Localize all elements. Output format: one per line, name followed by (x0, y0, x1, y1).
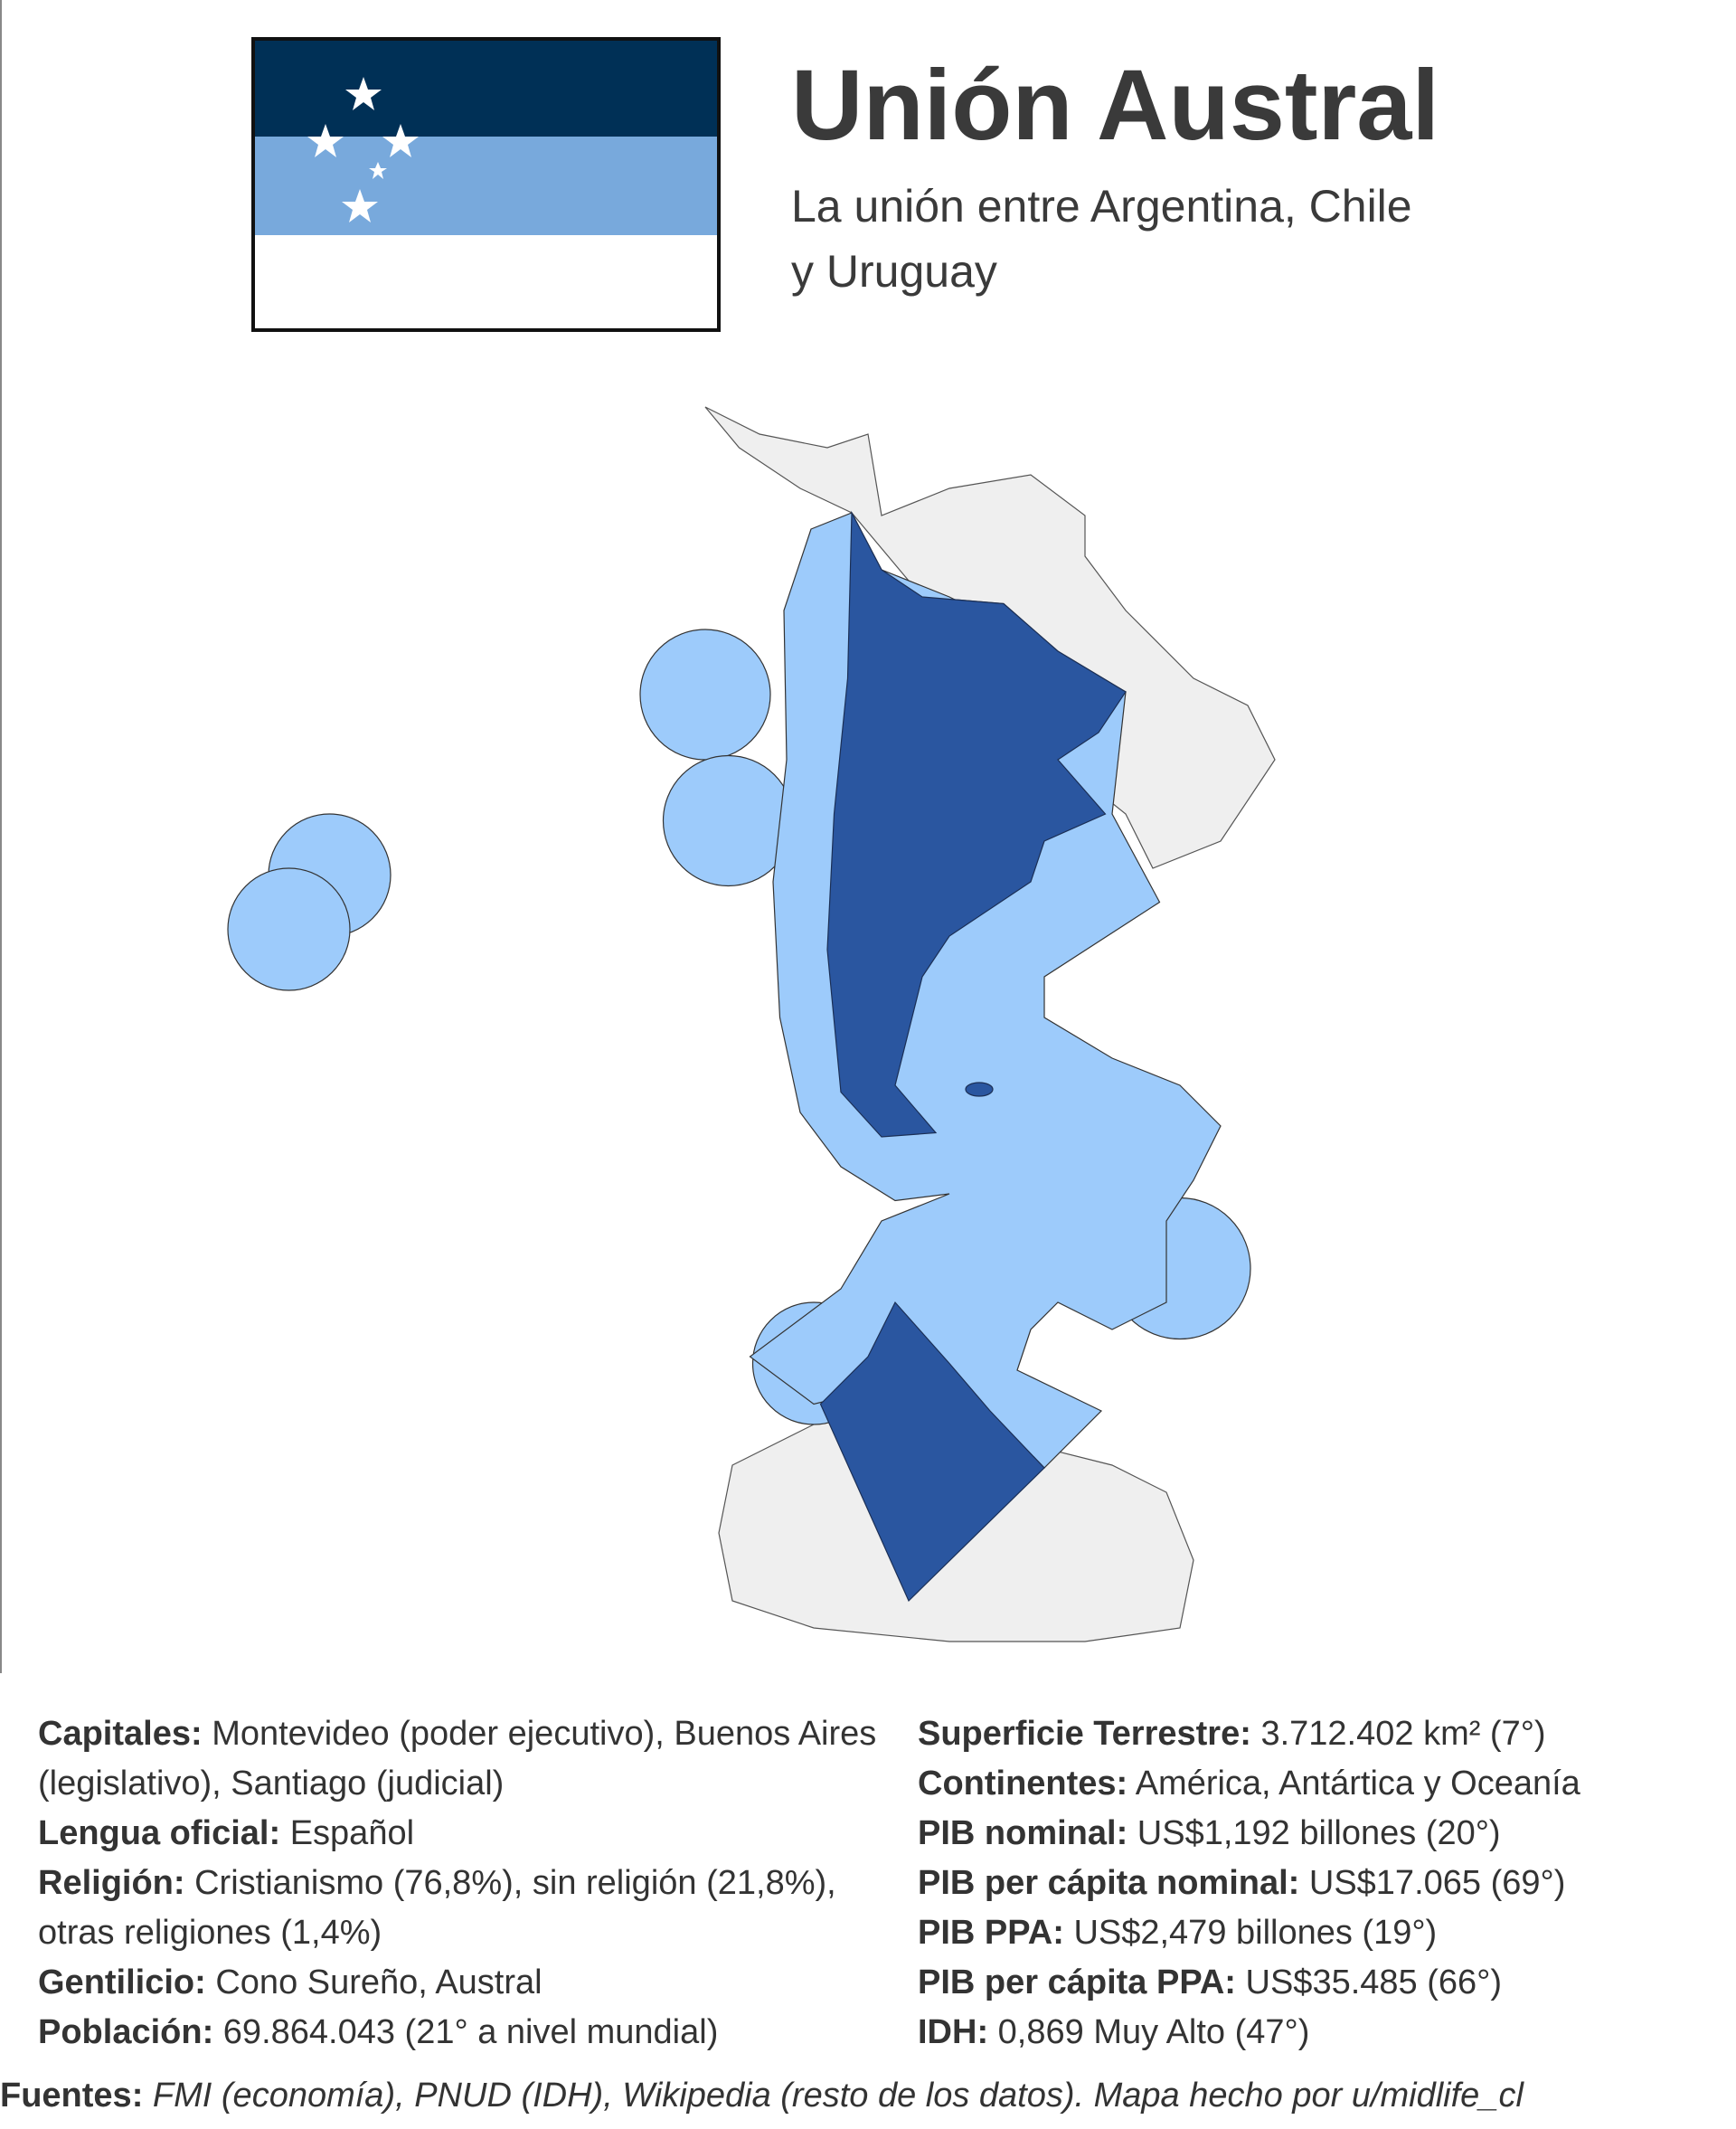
fact-value: US$35.485 (66°) (1245, 1963, 1502, 2001)
fact: Capitales: Montevideo (poder ejecutivo),… (38, 1709, 897, 1809)
fact-value: Montevideo (poder ejecutivo), Buenos Air… (38, 1715, 877, 1803)
fact-value: 3.712.402 km² (7°) (1260, 1715, 1546, 1753)
fact-value: US$17.065 (69°) (1308, 1864, 1566, 1902)
map (227, 406, 1276, 1642)
subtitle: y Uruguay (791, 246, 997, 297)
sources: Fuentes: FMI (economía), PNUD (IDH), Wik… (0, 2071, 1524, 2121)
fact: Continentes: América, Antártica y Oceaní… (918, 1759, 1731, 1809)
fact: PIB PPA: US$2,479 billones (19°) (918, 1908, 1731, 1958)
facts-left: Capitales: Montevideo (poder ejecutivo),… (38, 1709, 897, 2058)
fact-value: Español (289, 1814, 415, 1852)
fact-value: 0,869 Muy Alto (47°) (997, 2013, 1310, 2051)
fact: Gentilicio: Cono Sureño, Austral (38, 1958, 897, 2008)
fact-label: Religión: (38, 1864, 185, 1902)
fact-value: US$2,479 billones (19°) (1073, 1914, 1438, 1952)
graphics (0, 0, 1276, 1673)
fact-label: PIB per cápita PPA: (918, 1963, 1236, 2001)
fact: Religión: Cristianismo (76,8%), sin reli… (38, 1859, 897, 1958)
fact-label: Superficie Terrestre: (918, 1715, 1251, 1753)
flag (251, 37, 721, 332)
fact-label: IDH: (918, 2013, 989, 2051)
fact: Población: 69.864.043 (21° a nivel mundi… (38, 2008, 897, 2058)
fact-value: Cono Sureño, Austral (215, 1963, 542, 2001)
fact-value: América, Antártica y Oceanía (1135, 1765, 1580, 1803)
fact-label: PIB nominal: (918, 1814, 1128, 1852)
title: Unión Austral (791, 50, 1440, 161)
fact-label: PIB per cápita nominal: (918, 1864, 1300, 1902)
fact-value: US$1,192 billones (20°) (1137, 1814, 1501, 1852)
fact: PIB per cápita nominal: US$17.065 (69°) (918, 1859, 1731, 1908)
fact: Lengua oficial: Español (38, 1809, 897, 1859)
subtitle: La unión entre Argentina, Chile (791, 181, 1412, 232)
fact-label: PIB PPA: (918, 1914, 1064, 1952)
fact: PIB per cápita PPA: US$35.485 (66°) (918, 1958, 1731, 2008)
fact: PIB nominal: US$1,192 billones (20°) (918, 1809, 1731, 1859)
facts-right: Superficie Terrestre: 3.712.402 km² (7°)… (918, 1709, 1731, 2058)
fact-label: Gentilicio: (38, 1963, 206, 2001)
fact-value: 69.864.043 (21° a nivel mundial) (222, 2013, 719, 2051)
fact-label: Población: (38, 2013, 214, 2051)
fact: Superficie Terrestre: 3.712.402 km² (7°) (918, 1709, 1731, 1759)
fact-value: Cristianismo (76,8%), sin religión (21,8… (38, 1864, 836, 1952)
fact-label: Continentes: (918, 1765, 1128, 1803)
fact-label: Lengua oficial: (38, 1814, 281, 1852)
fact-label: Capitales: (38, 1715, 203, 1753)
fact: IDH: 0,869 Muy Alto (47°) (918, 2008, 1731, 2058)
sources-label: Fuentes: (0, 2077, 144, 2115)
sources-text: FMI (economía), PNUD (IDH), Wikipedia (r… (152, 2077, 1524, 2115)
